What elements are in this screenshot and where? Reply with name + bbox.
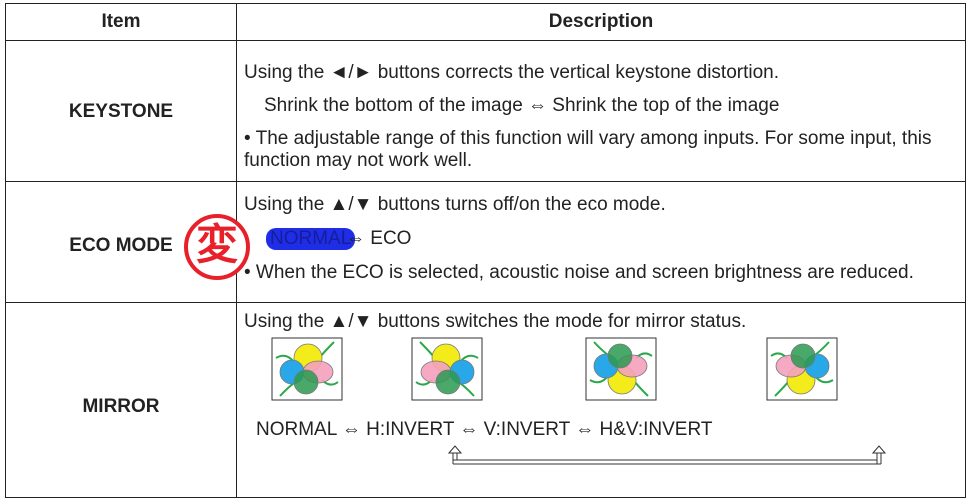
description-note: • When the ECO is selected, acoustic noi… xyxy=(244,262,914,283)
description-line: Using the ▲/▼ buttons turns off/on the e… xyxy=(244,194,666,215)
badge: 変 xyxy=(195,221,238,268)
item-label: KEYSTONE xyxy=(68,101,174,122)
description-line: Using the ▲/▼ buttons switches the mode … xyxy=(244,311,747,332)
return-arrow xyxy=(447,445,887,465)
item-label: MIRROR xyxy=(82,396,160,417)
mirror-image xyxy=(766,337,838,401)
option-highlight: NORMAL xyxy=(266,228,356,250)
cell xyxy=(236,302,966,498)
item-label: ECO MODE xyxy=(69,235,173,256)
option: ⇔ ECO xyxy=(346,228,412,249)
description-line: Using the ◄/► buttons corrects the verti… xyxy=(244,62,780,83)
badge-circle xyxy=(184,214,250,280)
header-item: Item xyxy=(101,11,141,32)
description-note: • The adjustable range of this function … xyxy=(244,128,932,171)
mirror-image xyxy=(411,337,483,401)
description-line: Shrink the bottom of the image ⇔ Shrink … xyxy=(264,95,780,116)
header-description: Description xyxy=(548,11,654,32)
mirror-image xyxy=(271,337,343,401)
mode-sequence: NORMAL ⇔ H:INVERT ⇔ V:INVERT ⇔ H&V:INVER… xyxy=(256,419,713,440)
mirror-image xyxy=(585,337,657,401)
